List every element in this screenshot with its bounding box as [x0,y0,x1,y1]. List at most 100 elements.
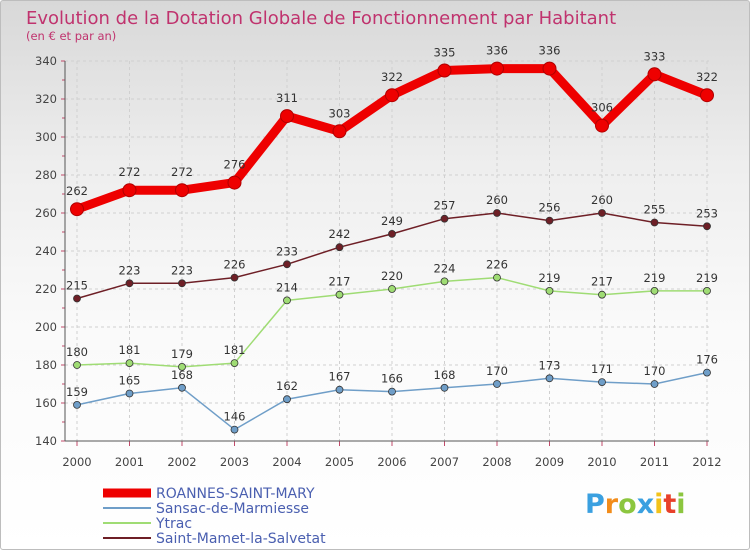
data-label: 223 [171,263,193,277]
data-label: 170 [644,364,666,378]
logo-letter: t [663,489,677,520]
data-point [700,88,714,103]
data-point [490,61,504,76]
data-point [230,359,239,368]
data-label: 181 [224,343,246,357]
x-tick-label: 2003 [220,455,249,469]
data-point [227,175,242,190]
data-point [647,67,662,82]
data-label: 220 [381,269,403,283]
data-point [335,290,344,299]
legend: ROANNES-SAINT-MARYSansac-de-MarmiesseYtr… [103,486,326,547]
legend-label: ROANNES-SAINT-MARY [156,486,315,502]
chart-title: Evolution de la Dotation Globale de Fonc… [26,8,616,29]
data-point [178,383,186,392]
data-point [388,285,396,293]
data-label: 214 [276,280,298,294]
data-label: 215 [66,279,88,293]
data-label: 179 [171,347,193,361]
data-label: 333 [644,49,666,63]
y-tick-label: 340 [35,54,57,68]
data-point [703,368,711,377]
data-label: 255 [644,203,666,217]
axis-layer: 140 160 180 200 220 240 260 280 300 320 340 2000 200… [35,54,722,469]
data-label: 165 [119,374,141,388]
logo-letter: P [585,489,605,520]
data-point [493,209,501,217]
data-point [178,279,186,288]
y-tick-label: 220 [35,282,57,296]
data-point [125,279,134,288]
data-point [598,290,606,299]
x-tick-label: 2000 [62,455,91,469]
data-label: 217 [591,275,613,289]
data-label: 311 [276,91,298,105]
data-label: 219 [696,271,718,285]
x-tick-label: 2005 [325,455,354,469]
data-point [440,383,449,392]
x-tick-label: 2001 [115,455,144,469]
data-label: 256 [539,201,561,215]
data-point [388,387,396,396]
data-label: 226 [224,258,246,272]
x-tick-label: 2010 [587,455,616,469]
y-tick-label: 280 [35,168,57,182]
data-point [493,273,501,282]
data-label: 233 [276,244,298,258]
data-point [73,294,81,303]
series-layer [70,61,714,434]
data-point [73,361,81,369]
data-label: 162 [276,379,298,393]
data-label: 242 [329,227,351,241]
data-label: 253 [696,206,718,220]
data-point [73,400,81,409]
data-label: 322 [381,70,403,84]
data-label: 276 [224,158,246,172]
data-label: 226 [486,258,508,272]
y-tick-label: 240 [35,244,57,258]
y-tick-label: 200 [35,320,57,334]
data-label: 171 [591,362,613,376]
x-tick-label: 2008 [482,455,511,469]
data-label: 173 [539,358,561,372]
data-point [70,202,84,217]
data-point [598,378,606,387]
data-label: 262 [66,184,88,198]
data-label: 224 [434,261,456,275]
data-label: 336 [539,44,561,58]
data-label: 168 [434,368,456,382]
data-point [178,362,186,371]
data-point [437,63,452,78]
logo-letter: i [654,489,664,520]
data-label: 146 [224,410,246,424]
legend-label: Ytrac [155,516,192,532]
data-point [650,286,659,295]
data-label: 336 [486,44,508,58]
data-point [542,61,557,76]
x-tick-label: 2004 [272,455,301,469]
data-point [335,243,344,252]
data-point [545,216,554,225]
data-label: 322 [696,70,718,84]
logo-letter: r [604,489,619,520]
data-point [440,277,449,286]
legend-label: Saint-Mamet-la-Salvetat [156,531,326,547]
data-label: 260 [591,193,613,207]
x-tick-label: 2007 [430,455,459,469]
data-label: 249 [381,214,403,228]
x-tick-label: 2012 [692,455,721,469]
data-point [385,88,399,103]
data-point [283,296,291,305]
chart-subtitle: (en € et par an) [26,29,116,43]
data-label: 272 [119,165,141,179]
y-tick-label: 260 [35,206,57,220]
data-point [598,209,606,217]
data-point [230,273,239,282]
data-label: 272 [171,165,193,179]
x-tick-label: 2002 [167,455,196,469]
data-point [230,425,239,434]
y-tick-label: 180 [35,358,57,372]
data-label: 180 [66,345,88,359]
